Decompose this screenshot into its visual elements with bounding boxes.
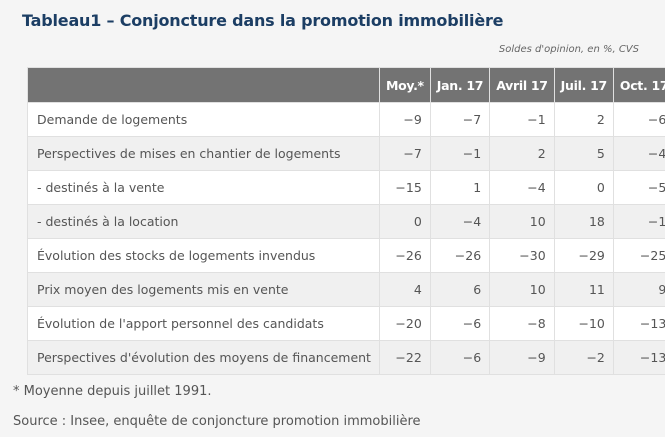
- cell-moy: −26: [378, 238, 431, 273]
- column-header-moy: Moy.*: [378, 67, 431, 103]
- cell-oct17: −13: [612, 340, 665, 375]
- cell-juil17: 11: [553, 272, 614, 307]
- cell-juil17: −29: [553, 238, 614, 273]
- table-row: Demande de logements −9 −7 −1 2 −6: [27, 102, 665, 137]
- cell-avril17: −4: [489, 170, 555, 205]
- table-row: Perspectives de mises en chantier de log…: [27, 136, 665, 171]
- table-row: Perspectives d'évolution des moyens de f…: [27, 340, 665, 375]
- cell-juil17: 18: [553, 204, 614, 239]
- row-label: - destinés à la location: [27, 204, 380, 239]
- column-header-juil17: Juil. 17: [553, 67, 614, 103]
- cell-avril17: −30: [489, 238, 555, 273]
- cell-moy: −7: [378, 136, 431, 171]
- column-header-label: [27, 67, 380, 103]
- cell-avril17: 10: [489, 272, 555, 307]
- cell-oct17: 9: [612, 272, 665, 307]
- cell-moy: 0: [378, 204, 431, 239]
- table-row: Prix moyen des logements mis en vente 4 …: [27, 272, 665, 307]
- cell-jan17: −26: [429, 238, 491, 273]
- row-label: Évolution des stocks de logements invend…: [27, 238, 380, 273]
- cell-juil17: 0: [553, 170, 614, 205]
- cell-jan17: −6: [429, 306, 491, 341]
- cell-jan17: −7: [429, 102, 491, 137]
- cell-juil17: 2: [553, 102, 614, 137]
- cell-jan17: 1: [429, 170, 491, 205]
- cell-juil17: −2: [553, 340, 614, 375]
- cell-jan17: −4: [429, 204, 491, 239]
- cell-oct17: −5: [612, 170, 665, 205]
- cell-moy: −22: [378, 340, 431, 375]
- cell-oct17: −1: [612, 204, 665, 239]
- cell-moy: 4: [378, 272, 431, 307]
- cell-avril17: 10: [489, 204, 555, 239]
- row-label: Évolution de l'apport personnel des cand…: [27, 306, 380, 341]
- table-row: Évolution de l'apport personnel des cand…: [27, 306, 665, 341]
- table-title: Tableau1 – Conjoncture dans la promotion…: [22, 11, 504, 30]
- cell-jan17: −1: [429, 136, 491, 171]
- cell-avril17: −1: [489, 102, 555, 137]
- cell-oct17: −4: [612, 136, 665, 171]
- cell-oct17: −13: [612, 306, 665, 341]
- row-label: Demande de logements: [27, 102, 380, 137]
- cell-jan17: 6: [429, 272, 491, 307]
- table-row: - destinés à la vente −15 1 −4 0 −5: [27, 170, 665, 205]
- row-label: Prix moyen des logements mis en vente: [27, 272, 380, 307]
- column-header-jan17: Jan. 17: [429, 67, 491, 103]
- cell-avril17: 2: [489, 136, 555, 171]
- row-label: Perspectives de mises en chantier de log…: [27, 136, 380, 171]
- table-subtitle: Soldes d'opinion, en %, CVS: [498, 44, 639, 55]
- cell-juil17: 5: [553, 136, 614, 171]
- table-row: Évolution des stocks de logements invend…: [27, 238, 665, 273]
- cell-moy: −15: [378, 170, 431, 205]
- table-header-row: Moy.* Jan. 17 Avril 17 Juil. 17 Oct. 17: [27, 67, 665, 103]
- cell-juil17: −10: [553, 306, 614, 341]
- data-table: Moy.* Jan. 17 Avril 17 Juil. 17 Oct. 17 …: [27, 67, 665, 375]
- cell-jan17: −6: [429, 340, 491, 375]
- source-note: Source : Insee, enquête de conjoncture p…: [13, 414, 421, 429]
- table-row: - destinés à la location 0 −4 10 18 −1: [27, 204, 665, 239]
- row-label: Perspectives d'évolution des moyens de f…: [27, 340, 380, 375]
- column-header-oct17: Oct. 17: [612, 67, 665, 103]
- row-label: - destinés à la vente: [27, 170, 380, 205]
- cell-oct17: −6: [612, 102, 665, 137]
- cell-moy: −9: [378, 102, 431, 137]
- cell-oct17: −25: [612, 238, 665, 273]
- column-header-avril17: Avril 17: [489, 67, 555, 103]
- cell-moy: −20: [378, 306, 431, 341]
- cell-avril17: −8: [489, 306, 555, 341]
- cell-avril17: −9: [489, 340, 555, 375]
- footnote: * Moyenne depuis juillet 1991.: [13, 384, 212, 399]
